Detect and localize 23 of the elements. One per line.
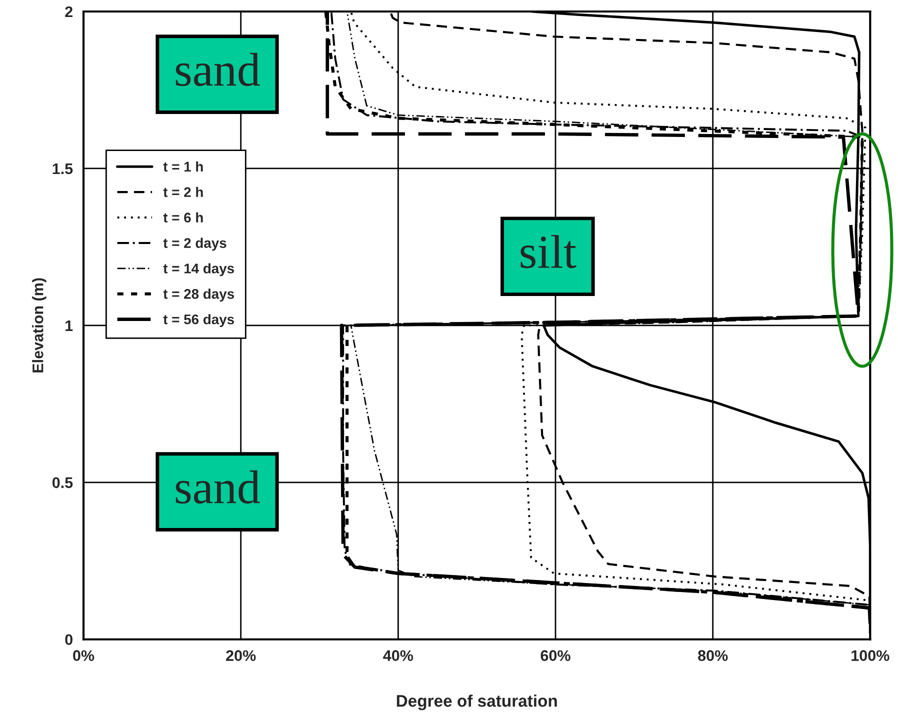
x-axis-title: Degree of saturation [396,694,557,710]
legend-label: t = 56 days [163,314,234,328]
legend-label: t = 1 h [163,161,203,172]
y-tick-label: 0.5 [52,477,73,488]
x-tick-label: 20% [226,650,256,661]
annotation: silt [520,234,576,268]
y-tick-label: 1 [66,320,73,331]
legend-label: t = 28 days [163,288,234,302]
y-tick-label: 2 [65,6,72,18]
annotation: sand [176,52,260,86]
legend-label: t = 6 h [163,212,203,223]
y-axis-title: Elevation (m) [32,278,46,372]
legend-label: t = 14 days [163,263,234,276]
legend-label: t = 2 h [163,186,203,198]
annotation: sand [176,470,260,504]
y-tick-label: 0 [65,634,72,646]
x-tick-label: 40% [383,650,414,661]
x-tick-label: 80% [698,650,728,661]
x-tick-label: 100% [852,650,890,661]
x-tick-label: 60% [540,650,570,661]
y-tick-label: 1.5 [52,164,73,174]
legend-label: t = 2 days [163,238,226,251]
x-tick-label: 0% [73,650,94,661]
